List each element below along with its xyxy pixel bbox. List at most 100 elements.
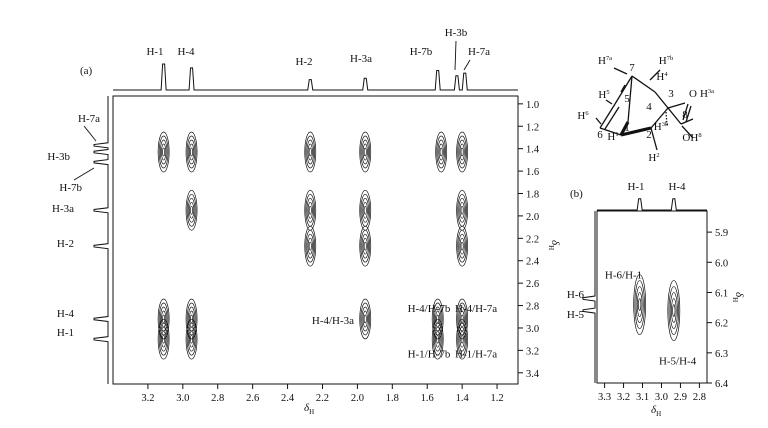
cross-peak — [304, 131, 317, 173]
x-tick-label: 2.9 — [674, 392, 687, 403]
cross-peak — [456, 318, 468, 360]
y-tick-label: 2.2 — [526, 234, 539, 245]
cross-peak-annotation: H-4/H-7b — [408, 303, 451, 315]
panel-b-x-axis: 3.3 3.2 3.1 3.0 2.9 2.8 — [598, 383, 706, 403]
y-tick-label: 6.1 — [715, 288, 728, 299]
y-tick-label: 3.2 — [526, 346, 539, 357]
side-peak-arrow — [83, 125, 97, 142]
cross-peak-annotation: H-4/H-3a — [312, 315, 354, 327]
cross-peak — [359, 189, 372, 231]
panel-b-side-spectrum: H-6 H-5 — [567, 211, 596, 383]
y-tick-label: 6.4 — [715, 379, 729, 390]
cross-peak-annotation: H-6/H-1 — [605, 269, 642, 281]
top-peak-label: H-1 — [146, 46, 163, 58]
cross-peak — [456, 225, 468, 267]
x-tick-label: 2.8 — [693, 392, 706, 403]
cross-peak-annotation: H-1/H-7a — [455, 349, 497, 361]
panel-b-cross-peaks — [633, 274, 681, 341]
cross-peak — [359, 225, 372, 267]
side-peak-label: H-7b — [59, 182, 82, 194]
panel-a-top-spectrum: H-1 H-4 H-2 H-3a H-7b H-3bH-7a — [113, 27, 518, 91]
y-tick-label: 1.8 — [526, 189, 539, 200]
y-tick-label: 6.3 — [715, 349, 728, 360]
cross-peak — [157, 131, 170, 173]
atom-label: 2 — [646, 129, 652, 141]
atom-label: H7a — [598, 55, 612, 67]
atom-label: 8 — [682, 109, 688, 121]
cross-peak-annotation: H-5/H-4 — [659, 355, 697, 367]
top-peak-label: H-1 — [627, 181, 644, 193]
top-peak-label: H-7b — [410, 46, 433, 58]
top-spectrum-trace — [597, 198, 707, 211]
cosy-panel-b: (b) H-1 H-4 H-6 H-5 3.3 3.2 3.1 3.0 2.9 2.8 5.9… — [567, 181, 745, 418]
x-tick-label: 3.3 — [598, 392, 611, 403]
panel-a-y-axis: 1.0 1.2 1.4 1.6 1.8 2.0 2.2 2.4 2.6 2.8 3.0 3.2 3.4 — [518, 100, 540, 380]
atom-label: H6 — [577, 110, 589, 122]
atom-label: H3b — [654, 121, 668, 133]
side-peak-label: H-6 — [567, 289, 585, 301]
atom-label: 7 — [629, 62, 635, 74]
y-tick-label: 1.0 — [526, 100, 539, 111]
x-tick-label: 2.4 — [281, 393, 295, 404]
panel-a-side-spectrum: H-7a H-3b H-7b H-3a H-2 H-4 H-1 — [47, 96, 109, 384]
panel-a-cross-peaks — [157, 131, 468, 360]
side-peak-label: H-5 — [567, 309, 585, 321]
panel-b-y-axis-label: δH — [731, 292, 745, 302]
panel-b-annotations: H-6/H-1 H-5/H-4 — [605, 269, 697, 367]
side-peak-label: H-2 — [57, 238, 74, 250]
atom-label: H1 — [607, 131, 618, 143]
cosy-panel-a: (a) H-1 H-4H-2 H-3aH-7bH-3bH-7a H-7aH-3bH-… — [47, 27, 561, 416]
y-tick-label: 1.6 — [526, 167, 539, 178]
cross-peak-annotation: H-1/H-7b — [408, 349, 451, 361]
cross-peak — [185, 131, 198, 173]
x-tick-label: 1.8 — [386, 393, 399, 404]
side-spectrum-trace — [93, 96, 109, 384]
atom-label: H2 — [648, 152, 659, 164]
panel-a-plot-frame — [112, 95, 519, 385]
y-tick-label: 5.9 — [715, 228, 728, 239]
y-tick-label: 2.8 — [526, 302, 539, 313]
cross-peak — [633, 274, 647, 335]
x-tick-label: 2.6 — [246, 393, 259, 404]
top-peak-label: H-7a — [468, 46, 490, 58]
top-peak-label: H-2 — [295, 56, 312, 68]
top-peak-label: H-3b — [445, 27, 468, 39]
y-tick-label: 2.0 — [526, 212, 539, 223]
atom-label: H7b — [659, 55, 673, 67]
cross-peak — [185, 189, 198, 231]
y-tick-label: 2.4 — [526, 257, 540, 268]
x-tick-label: 1.6 — [421, 393, 434, 404]
top-peak-arrow — [463, 59, 471, 71]
panel-a-x-axis-label: δH — [304, 402, 314, 416]
cross-peak — [435, 131, 448, 173]
cross-peak — [431, 318, 444, 360]
side-peak-arrow — [73, 167, 95, 181]
y-tick-label: 1.2 — [526, 122, 539, 133]
side-peak-label: H-7a — [78, 113, 100, 125]
atom-label: 4 — [646, 101, 652, 113]
y-tick-label: 2.6 — [526, 279, 539, 290]
atom-label: 1 — [624, 122, 630, 134]
panel-a-x-axis: 3.2 3.0 2.8 2.6 2.4 2.2 2.0 1.8 1.6 1.4 1.2 — [141, 384, 504, 404]
atom-label: 5 — [624, 93, 630, 105]
y-tick-label: 1.4 — [526, 145, 540, 156]
atom-label: H3a — [700, 88, 714, 100]
atom-label: H4 — [656, 71, 668, 83]
cross-peak — [359, 298, 372, 340]
atom-label: 6 — [597, 129, 603, 141]
x-tick-label: 3.2 — [141, 393, 154, 404]
cross-peak — [157, 318, 170, 360]
panel-b-plot-frame — [596, 210, 708, 384]
top-peak-label: H-4 — [668, 181, 686, 193]
side-peak-label: H-3b — [47, 151, 70, 163]
top-peak-arrow — [454, 40, 457, 71]
side-peak-label: H-4 — [57, 308, 75, 320]
y-tick-label: 3.0 — [526, 324, 539, 335]
panel-b-top-spectrum: H-1 H-4 — [597, 181, 707, 211]
atom-label: 3 — [668, 88, 674, 100]
atom-label: OH8 — [682, 132, 701, 144]
x-tick-label: 1.2 — [490, 393, 503, 404]
y-tick-label: 6.2 — [715, 319, 728, 330]
